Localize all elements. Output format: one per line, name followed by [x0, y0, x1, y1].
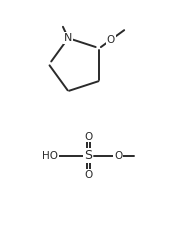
Text: S: S: [84, 149, 92, 162]
Text: O: O: [114, 151, 122, 161]
Text: O: O: [84, 170, 92, 180]
Text: O: O: [84, 132, 92, 142]
Text: N: N: [64, 33, 72, 43]
Text: HO: HO: [42, 151, 58, 161]
Text: O: O: [107, 35, 115, 45]
